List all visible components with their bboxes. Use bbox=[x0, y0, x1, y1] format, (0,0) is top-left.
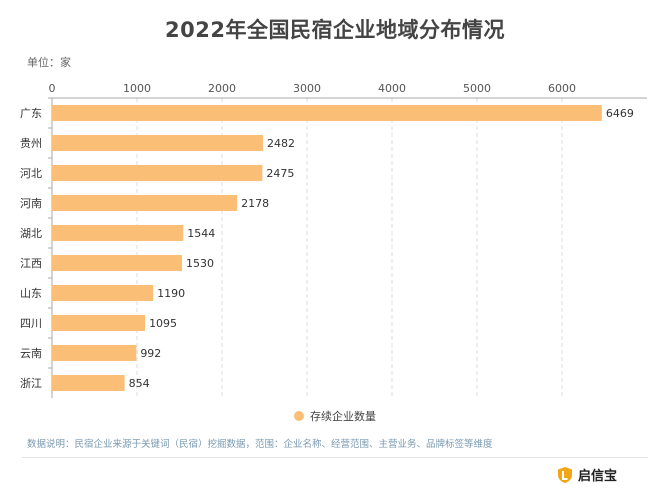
bar bbox=[52, 225, 184, 241]
bar bbox=[52, 315, 146, 331]
brand-name: 启信宝 bbox=[578, 469, 618, 484]
data-label: 854 bbox=[129, 377, 150, 390]
category-label: 江西 bbox=[20, 257, 42, 270]
x-tick-label: 6000 bbox=[548, 82, 576, 95]
data-label: 1095 bbox=[149, 317, 177, 330]
x-tick-label: 0 bbox=[49, 82, 56, 95]
category-label: 河北 bbox=[20, 167, 42, 180]
legend-swatch bbox=[294, 411, 304, 421]
data-label: 1544 bbox=[187, 227, 215, 240]
bar bbox=[52, 135, 263, 151]
data-note: 数据说明：民宿企业来源于关键词（民宿）挖掘数据，范围：企业名称、经营范围、主营业… bbox=[27, 439, 493, 450]
data-label: 1190 bbox=[157, 287, 185, 300]
bar bbox=[52, 255, 183, 271]
unit-label: 单位：家 bbox=[27, 56, 71, 69]
data-label: 2482 bbox=[267, 137, 295, 150]
data-label: 6469 bbox=[606, 107, 634, 120]
x-tick-label: 2000 bbox=[208, 82, 236, 95]
category-label: 云南 bbox=[20, 347, 42, 360]
bar bbox=[52, 195, 238, 211]
bar-chart: 0 1000 2000 3000 4000 5000 6000 广东 6469 贵州 2482 河北 2… bbox=[20, 82, 647, 398]
category-label: 贵州 bbox=[20, 137, 42, 150]
bar bbox=[52, 375, 125, 391]
data-label: 2178 bbox=[241, 197, 269, 210]
data-label: 1530 bbox=[186, 257, 214, 270]
data-label: 992 bbox=[140, 347, 161, 360]
footer-divider bbox=[22, 457, 648, 458]
x-tick-label: 4000 bbox=[378, 82, 406, 95]
x-tick-label: 1000 bbox=[123, 82, 151, 95]
category-label: 湖北 bbox=[20, 227, 42, 240]
data-label: 2475 bbox=[266, 167, 294, 180]
legend-label: 存续企业数量 bbox=[310, 410, 376, 423]
bar bbox=[52, 345, 137, 361]
bar bbox=[52, 165, 263, 181]
bar bbox=[52, 285, 154, 301]
x-tick-label: 5000 bbox=[463, 82, 491, 95]
chart-title: 2022年全国民宿企业地域分布情况 bbox=[165, 18, 505, 42]
category-label: 四川 bbox=[20, 317, 42, 330]
brand-shield-icon bbox=[558, 466, 572, 483]
bar bbox=[52, 105, 602, 121]
category-label: 河南 bbox=[20, 197, 42, 210]
category-label: 浙江 bbox=[20, 377, 42, 390]
category-label: 山东 bbox=[20, 287, 42, 300]
brand-logo: 启信宝 bbox=[556, 465, 617, 484]
category-label: 广东 bbox=[20, 107, 42, 120]
legend[interactable]: 存续企业数量 bbox=[0, 408, 670, 424]
x-tick-label: 3000 bbox=[293, 82, 321, 95]
